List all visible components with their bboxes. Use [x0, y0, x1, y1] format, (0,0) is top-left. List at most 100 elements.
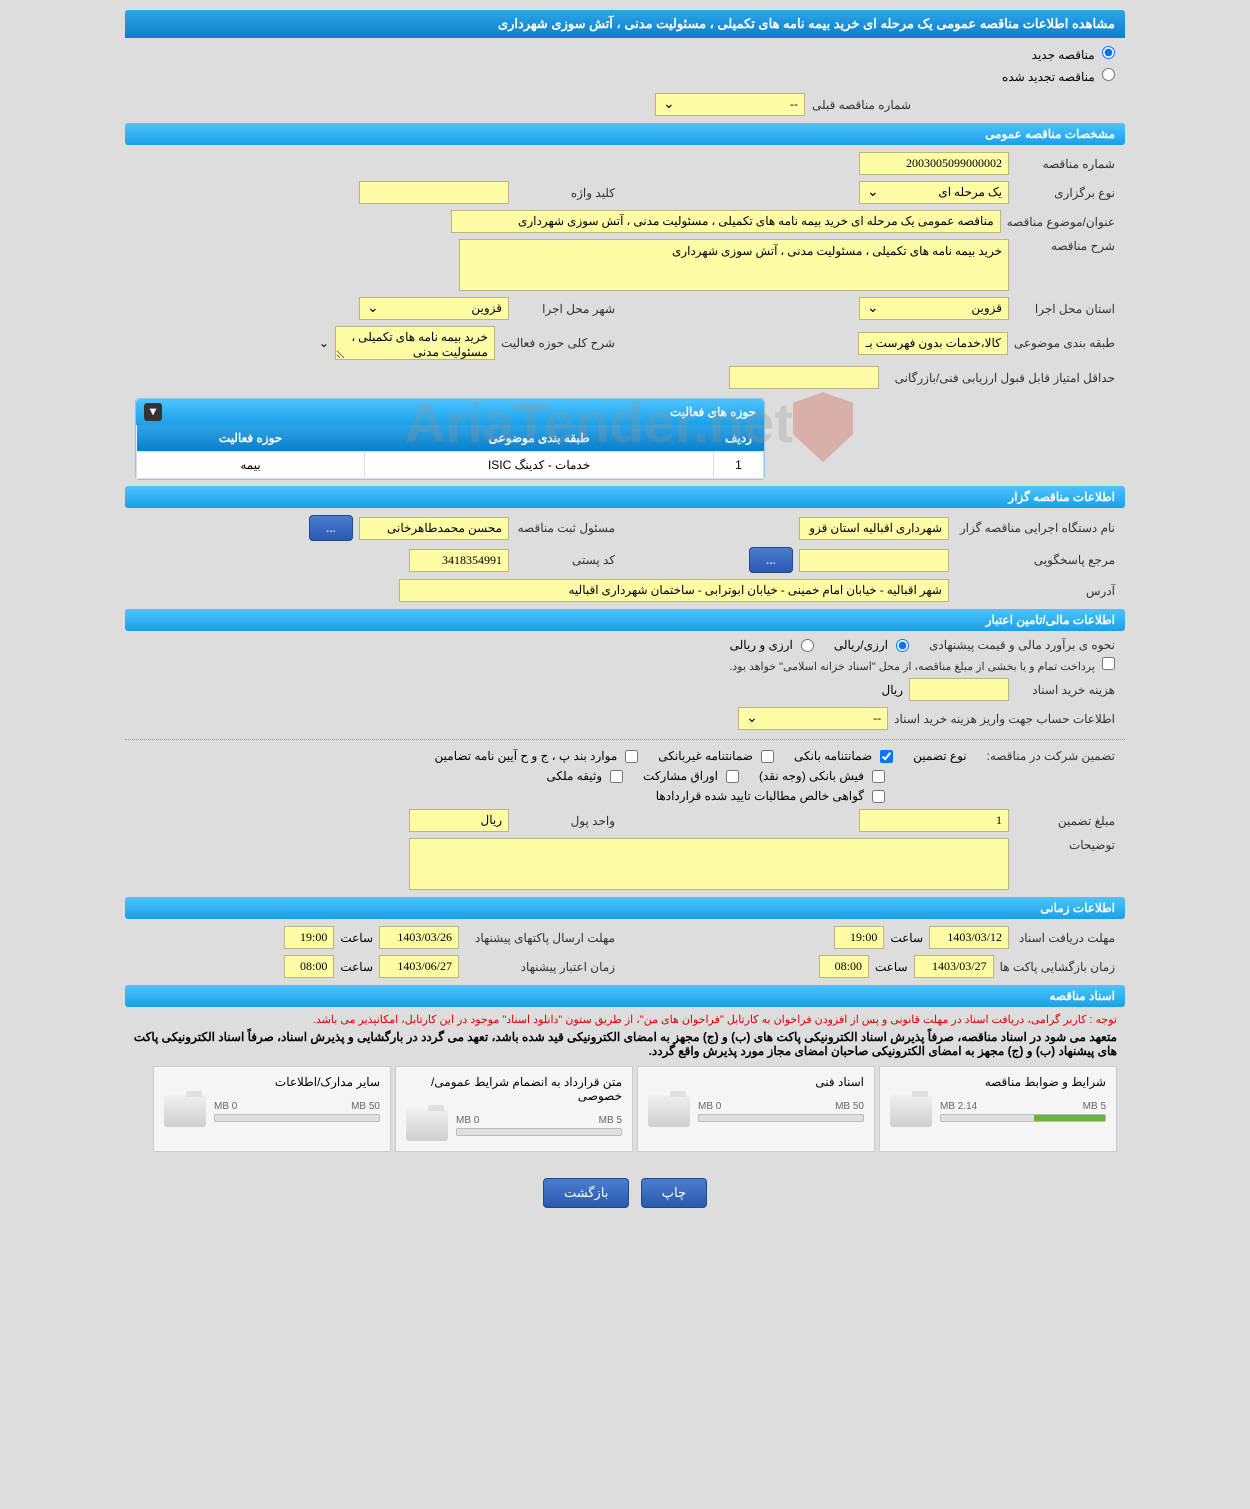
validity-date[interactable] — [379, 955, 459, 978]
city-label: شهر محل اجرا — [515, 302, 615, 316]
section-financial-info: اطلاعات مالی/تامین اعتبار — [125, 609, 1125, 631]
category-input[interactable] — [858, 332, 1008, 355]
treasury-note-checkbox[interactable]: پرداخت تمام و یا بخشی از مبلغ مناقصه، از… — [729, 661, 1115, 673]
province-select[interactable] — [859, 297, 1009, 320]
doc-card[interactable]: متن قرارداد به انضمام شرایط عمومی/خصوصی5… — [395, 1066, 633, 1152]
description-textarea[interactable]: خرید بیمه نامه های تکمیلی ، مسئولیت مدنی… — [459, 239, 1009, 291]
back-button[interactable]: بازگشت — [543, 1178, 629, 1208]
guarantee-amount-input[interactable] — [859, 809, 1009, 832]
page-title-bar: مشاهده اطلاعات مناقصه عمومی یک مرحله ای … — [125, 10, 1125, 38]
receive-deadline-label: مهلت دریافت اسناد — [1015, 931, 1115, 945]
receive-deadline-date[interactable] — [929, 926, 1009, 949]
validity-label: زمان اعتبار پیشنهاد — [465, 960, 615, 974]
activity-table: ردیف طبقه بندی موضوعی حوزه فعالیت 1خدمات… — [136, 425, 764, 479]
radio-new-tender[interactable]: مناقصه جدید — [1032, 48, 1115, 62]
check-bank-guarantee[interactable]: ضمانتنامه بانکی — [794, 749, 893, 763]
folder-icon — [648, 1095, 690, 1127]
check-cash[interactable]: فیش بانکی (وجه نقد) — [759, 769, 885, 783]
collapse-icon[interactable]: ▾ — [144, 403, 162, 421]
title-input[interactable] — [451, 210, 1001, 233]
folder-icon — [406, 1109, 448, 1141]
radio-currency-rial[interactable]: ارزی و ریالی — [730, 638, 814, 652]
activity-scope-textarea[interactable]: خرید بیمه نامه های تکمیلی ، مسئولیت مدنی — [335, 326, 495, 360]
receive-time-label: ساعت — [890, 931, 923, 945]
respondent-input[interactable] — [799, 549, 949, 572]
holding-type-select[interactable] — [859, 181, 1009, 204]
progress-bar — [456, 1128, 622, 1136]
section-timing-info: اطلاعات زمانی — [125, 897, 1125, 919]
keyword-label: کلید واژه — [515, 186, 615, 200]
auction-number-input[interactable] — [859, 152, 1009, 175]
progress-bar — [940, 1114, 1106, 1122]
print-button[interactable]: چاپ — [641, 1178, 707, 1208]
prev-number-label: شماره مناقصه قبلی — [811, 98, 911, 112]
category-label: طبقه بندی موضوعی — [1014, 336, 1115, 350]
auction-number-label: شماره مناقصه — [1015, 157, 1115, 171]
opening-date[interactable] — [914, 955, 994, 978]
activity-scope-label: شرح کلی حوزه فعالیت — [501, 336, 615, 350]
radio-renewed-tender[interactable]: مناقصه تجدید شده — [1002, 70, 1115, 84]
keyword-input[interactable] — [359, 181, 509, 204]
tender-type-radios: مناقصه جدید — [125, 40, 1125, 68]
receive-deadline-time[interactable] — [834, 926, 884, 949]
city-select[interactable] — [359, 297, 509, 320]
guarantee-type-label: نوع تضمین — [913, 749, 966, 763]
doc-cost-unit: ریال — [881, 683, 903, 697]
doc-cost-label: هزینه خرید اسناد — [1015, 683, 1115, 697]
notes-label: توضیحات — [1015, 838, 1115, 852]
prev-number-select[interactable] — [655, 93, 805, 116]
doc-card[interactable]: سایر مدارک/اطلاعات50 MB0 MB — [153, 1066, 391, 1152]
postal-label: کد پستی — [515, 553, 615, 567]
doc-card[interactable]: شرایط و ضوابط مناقصه5 MB2.14 MB — [879, 1066, 1117, 1152]
validity-time-label: ساعت — [340, 960, 373, 974]
section-tenderer-info: اطلاعات مناقصه گزار — [125, 486, 1125, 508]
responsible-input[interactable] — [359, 517, 509, 540]
address-label: آدرس — [955, 584, 1115, 598]
radio-rial[interactable]: ارزی/ریالی — [834, 638, 909, 652]
check-securities[interactable]: اوراق مشارکت — [643, 769, 739, 783]
notes-textarea[interactable] — [409, 838, 1009, 890]
doc-card-title: متن قرارداد به انضمام شرایط عمومی/خصوصی — [402, 1073, 626, 1105]
agency-label: نام دستگاه اجرایی مناقصه گزار — [955, 521, 1115, 535]
chevron-down-icon[interactable]: ⌄ — [319, 336, 329, 350]
validity-time[interactable] — [284, 955, 334, 978]
min-score-input[interactable] — [729, 366, 879, 389]
doc-cards-container: شرایط و ضوابط مناقصه5 MB2.14 MBاسناد فنی… — [125, 1060, 1125, 1158]
responsible-more-button[interactable]: ... — [309, 515, 353, 541]
min-score-label: حداقل امتیاز قابل قبول ارزیابی فنی/بازرگ… — [885, 371, 1115, 385]
packet-deadline-time[interactable] — [284, 926, 334, 949]
estimate-method-label: نحوه ی برآورد مالی و قیمت پیشنهادی — [929, 638, 1115, 652]
postal-input[interactable] — [409, 549, 509, 572]
doc-card[interactable]: اسناد فنی50 MB0 MB — [637, 1066, 875, 1152]
account-info-label: اطلاعات حساب جهت واریز هزینه خرید اسناد — [894, 712, 1115, 726]
participation-label: تضمین شرکت در مناقصه: — [987, 749, 1115, 763]
account-info-select[interactable] — [738, 707, 888, 730]
title-label: عنوان/موضوع مناقصه — [1007, 215, 1115, 229]
doc-cost-input[interactable] — [909, 678, 1009, 701]
check-certificate[interactable]: گواهی خالص مطالبات تایید شده قراردادها — [656, 789, 885, 803]
check-nonbank-guarantee[interactable]: ضمانتنامه غیربانکی — [658, 749, 774, 763]
check-clauses[interactable]: موارد بند پ ، ج و ح آیین نامه تضامین — [435, 749, 639, 763]
currency-unit-input[interactable] — [409, 809, 509, 832]
opening-time-input[interactable] — [819, 955, 869, 978]
agency-input[interactable] — [799, 517, 949, 540]
col-category: طبقه بندی موضوعی — [365, 425, 714, 452]
folder-icon — [164, 1095, 206, 1127]
packet-time-label: ساعت — [340, 931, 373, 945]
respondent-label: مرجع پاسخگویی — [955, 553, 1115, 567]
holding-type-label: نوع برگزاری — [1015, 186, 1115, 200]
check-property[interactable]: وثیقه ملکی — [546, 769, 623, 783]
doc-card-title: شرایط و ضوابط مناقصه — [886, 1073, 1110, 1091]
doc-card-title: اسناد فنی — [644, 1073, 868, 1091]
section-tender-docs: اسناد مناقصه — [125, 985, 1125, 1007]
currency-unit-label: واحد پول — [515, 814, 615, 828]
progress-bar — [214, 1114, 380, 1122]
opening-time-label: زمان بازگشایی پاکت ها — [1000, 960, 1115, 974]
col-row: ردیف — [714, 425, 764, 452]
activity-box-title: حوزه های فعالیت — [670, 405, 756, 419]
opening-time-hlabel: ساعت — [875, 960, 908, 974]
packet-deadline-date[interactable] — [379, 926, 459, 949]
address-input[interactable] — [399, 579, 949, 602]
respondent-more-button[interactable]: ... — [749, 547, 793, 573]
table-row: 1خدمات - کدینگ ISICبیمه — [137, 452, 764, 479]
